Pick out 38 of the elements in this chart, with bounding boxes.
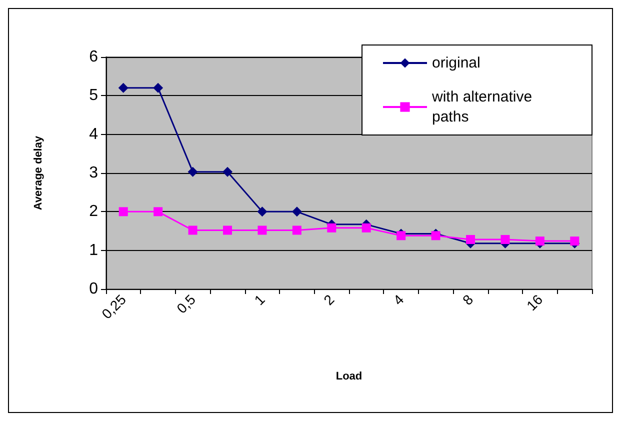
point — [570, 236, 580, 246]
y-tick-label: 6 — [89, 48, 98, 66]
point — [327, 223, 336, 232]
point — [292, 206, 302, 217]
point — [153, 82, 164, 93]
y-tick-label: 3 — [89, 164, 98, 182]
point — [258, 226, 267, 235]
point — [500, 235, 510, 244]
y-axis-title: Average delay — [32, 135, 44, 210]
x-tick-label: 4 — [390, 291, 407, 308]
x-tick-label: 1 — [251, 291, 268, 308]
point — [431, 231, 440, 240]
point — [222, 166, 232, 177]
y-tick-label: 4 — [89, 126, 98, 143]
x-tick-label: 0,25 — [98, 291, 130, 322]
legend-label: original — [432, 54, 480, 72]
point — [396, 231, 406, 240]
point — [292, 226, 302, 235]
y-tick-label: 2 — [89, 203, 98, 220]
point — [118, 207, 128, 216]
point — [223, 226, 232, 235]
point — [257, 206, 268, 217]
x-tick-label: 0,5 — [173, 291, 199, 316]
y-tick-label: 1 — [89, 242, 98, 259]
point — [466, 235, 475, 244]
x-axis-title: Load — [336, 370, 362, 382]
point — [154, 207, 163, 216]
legend-label: with alternative paths — [431, 88, 536, 126]
point — [188, 166, 198, 177]
x-tick-label: 8 — [459, 291, 476, 308]
point — [118, 82, 128, 93]
point — [188, 226, 198, 235]
x-tick-label: 2 — [320, 291, 338, 308]
point — [362, 223, 371, 232]
y-tick-label: 5 — [89, 87, 98, 104]
y-tick-label: 0 — [89, 280, 98, 298]
x-tick-label: 16 — [523, 291, 546, 314]
point — [535, 236, 544, 246]
